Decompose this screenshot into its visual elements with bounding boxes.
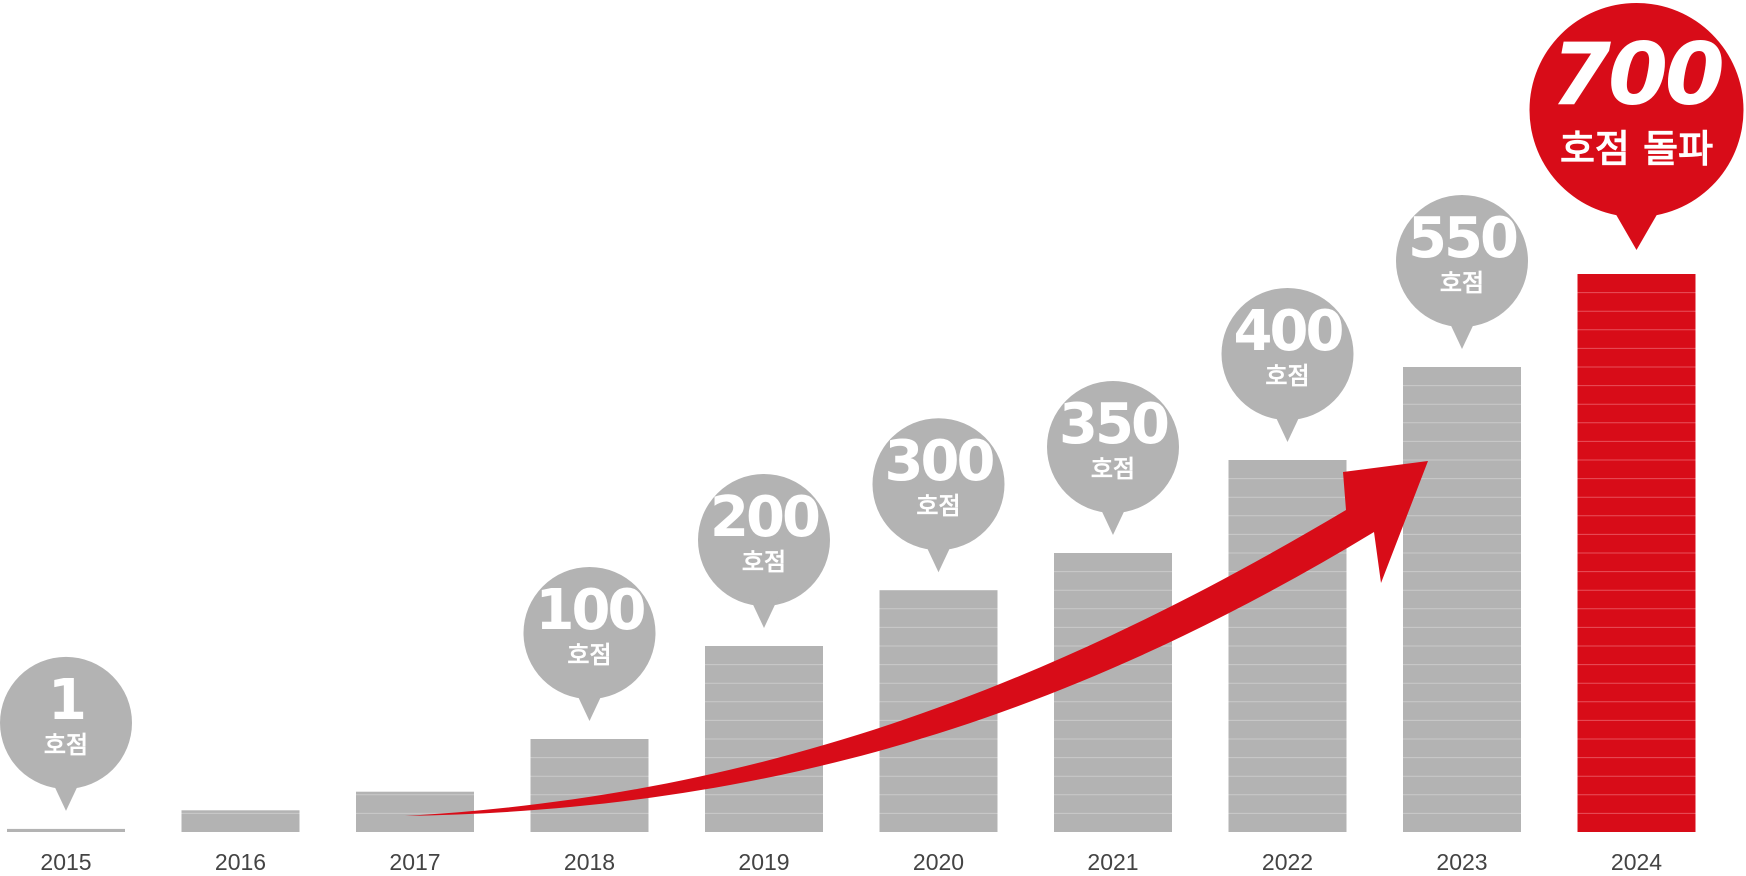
callout-bubble (698, 474, 830, 606)
x-tick-2018: 2018 (564, 849, 615, 875)
bars (7, 274, 1696, 832)
bar-2016 (181, 810, 300, 832)
callout-pointer (1097, 501, 1129, 535)
callout-pointer (573, 687, 606, 721)
x-tick-2017: 2017 (389, 849, 440, 875)
bar-2018 (530, 739, 649, 832)
callout-pointer (748, 594, 780, 628)
x-tick-2019: 2019 (738, 849, 789, 875)
bar-2021 (1054, 553, 1172, 832)
callout-number: 700 (1551, 25, 1722, 125)
callout-number: 300 (885, 429, 994, 494)
callout-unit: 호점 (567, 641, 611, 669)
callout-number: 200 (710, 485, 819, 550)
callout-unit: 호점 (916, 492, 960, 520)
callout-bubble (1529, 3, 1744, 217)
callout-number: 1 (48, 668, 84, 733)
callout-number: 550 (1408, 206, 1517, 271)
x-axis-ticks: 2015 2016 2017 2018 2019 2020 2021 2022 2023 2024 (40, 849, 1662, 875)
x-tick-2021: 2021 (1087, 849, 1138, 875)
bar-group-2022 (1228, 460, 1347, 832)
callout-bubble (1047, 381, 1179, 513)
callout-bubble (872, 418, 1005, 551)
callout-pointer (50, 776, 82, 811)
bar-group-2021 (1054, 553, 1172, 832)
bar-group-2019 (705, 646, 823, 832)
x-tick-2015: 2015 (40, 849, 91, 875)
callout-2015: 1호점 (0, 656, 132, 811)
callout-pointer (1446, 315, 1478, 349)
callout-unit: 호점 (1091, 455, 1135, 483)
bar-2023 (1403, 367, 1521, 832)
callout-number: 350 (1059, 392, 1168, 457)
callout-unit: 호점 (1440, 269, 1484, 297)
bar-group-2018 (530, 739, 649, 832)
callout-pointer (1271, 408, 1304, 442)
bar-group-2016 (181, 810, 300, 832)
bar-group-2024 (1577, 274, 1696, 832)
bar-group-2023 (1403, 367, 1521, 832)
x-tick-2016: 2016 (215, 849, 266, 875)
callout-unit: 호점 (742, 548, 786, 576)
bar-group-2015 (7, 828, 125, 832)
x-tick-2020: 2020 (913, 849, 964, 875)
callout-bubble (0, 656, 132, 789)
callout-number: 400 (1234, 299, 1343, 364)
callout-unit: 호점 (44, 731, 88, 759)
x-tick-2024: 2024 (1611, 849, 1662, 875)
callout-pointer (1610, 205, 1663, 250)
bar-2015 (7, 828, 125, 832)
bar-group-2017 (356, 791, 474, 832)
callout-bubble (1396, 195, 1528, 327)
x-tick-2022: 2022 (1262, 849, 1313, 875)
x-tick-2023: 2023 (1436, 849, 1487, 875)
bar-2017 (356, 791, 474, 832)
callout-number: 100 (536, 578, 645, 643)
callout-unit: 호점 (1265, 362, 1309, 390)
callout-pointer (922, 538, 955, 573)
callout-bubble (523, 567, 656, 699)
callout-unit: 호점 돌파 (1560, 127, 1713, 171)
callout-bubble (1221, 288, 1354, 420)
